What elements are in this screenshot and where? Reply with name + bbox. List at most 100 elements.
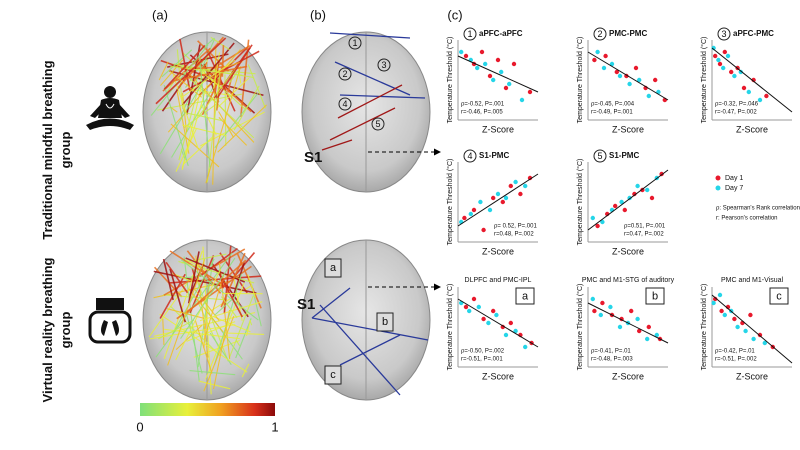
connection [163,84,189,167]
connection [216,47,251,99]
connection [158,319,195,340]
connection [213,309,231,390]
connection [163,44,206,90]
data-point [486,320,491,326]
region-label: 4 [342,99,347,109]
data-point [499,69,504,75]
data-point [748,312,753,318]
s1-label: S1 [304,149,322,166]
y-axis-label: Temperature Threshold (°C) [446,37,454,124]
connection [153,270,257,294]
panel-marker [463,149,477,163]
region-marker [338,97,352,111]
panel-marker-label: a [522,290,529,302]
connection [329,107,396,141]
connection [218,117,248,146]
connection [193,339,240,358]
connection [167,258,206,366]
legend-label: Day 1 [725,175,743,182]
data-point [608,304,613,310]
connection [219,276,244,318]
panel-title: aPFC-aPFC [479,29,523,38]
connection [175,269,222,361]
data-point [743,328,748,334]
data-point [513,179,518,185]
connection [191,267,197,280]
stat-text: ρ=-0.52, P=.001 [461,102,505,108]
data-point [646,324,651,330]
connection [196,281,229,362]
data-point [600,219,605,225]
stat-text: ρ=-0.45, P=.004 [591,102,635,108]
data-point [595,49,600,55]
legend-label: Day 7 [725,185,743,192]
data-point [491,195,496,201]
connection [220,252,246,308]
panel-title: aPFC-PMC [733,29,774,38]
connection [193,61,208,83]
x-axis-label: Z-Score [612,124,644,134]
connection [319,304,401,396]
y-axis-label: Temperature Threshold (°C) [446,159,454,246]
region-label: 5 [375,119,380,129]
stat-text: r=-0.49, P=.001 [591,110,633,116]
connection [178,260,255,284]
data-point [646,93,651,99]
fit-line [587,51,669,101]
data-point [590,215,595,221]
panel-marker-label: 2 [597,29,602,39]
vr-icon [88,298,132,344]
data-point [716,57,721,63]
connection [205,66,242,184]
region-marker [348,36,362,50]
panel-marker-label: 4 [467,151,472,161]
connection [170,65,243,76]
y-axis-label: Temperature Threshold (°C) [576,37,584,124]
data-point [527,89,533,95]
connection [214,92,259,149]
region-marker [371,117,385,131]
data-point [645,336,650,342]
x-axis-label: Z-Score [612,246,644,256]
connection [189,369,236,376]
data-point [463,304,469,310]
connection [173,65,248,82]
connection [179,38,191,91]
data-point [476,304,481,310]
data-point [613,203,618,209]
connection [204,275,225,336]
connection [218,111,235,138]
connection [180,259,259,321]
data-point [500,324,505,330]
connection [241,363,250,378]
y-axis-label: Temperature Threshold (°C) [700,37,708,124]
panel-label: (c) [447,7,462,22]
panel-label: (a) [152,7,168,22]
data-point [721,65,726,71]
connection [161,49,193,78]
y-axis-label: Temperature Threshold (°C) [700,284,708,371]
fit-line [711,294,793,364]
data-point [511,61,517,67]
data-point [601,65,607,71]
fit-line [711,47,793,113]
connection [164,328,240,340]
data-point [527,175,533,181]
data-point [519,97,525,103]
data-point [467,308,472,314]
connection [339,94,426,99]
region-marker [338,67,352,81]
connection [181,59,236,98]
connection [329,32,411,39]
connection [162,318,165,345]
connection [221,45,225,77]
data-point [735,324,740,330]
connection [185,313,203,374]
letter-box [376,312,394,332]
data-point [503,332,509,338]
data-point [603,53,608,59]
x-axis-label: Z-Score [482,124,514,134]
data-point [635,316,640,322]
data-point [717,61,723,67]
